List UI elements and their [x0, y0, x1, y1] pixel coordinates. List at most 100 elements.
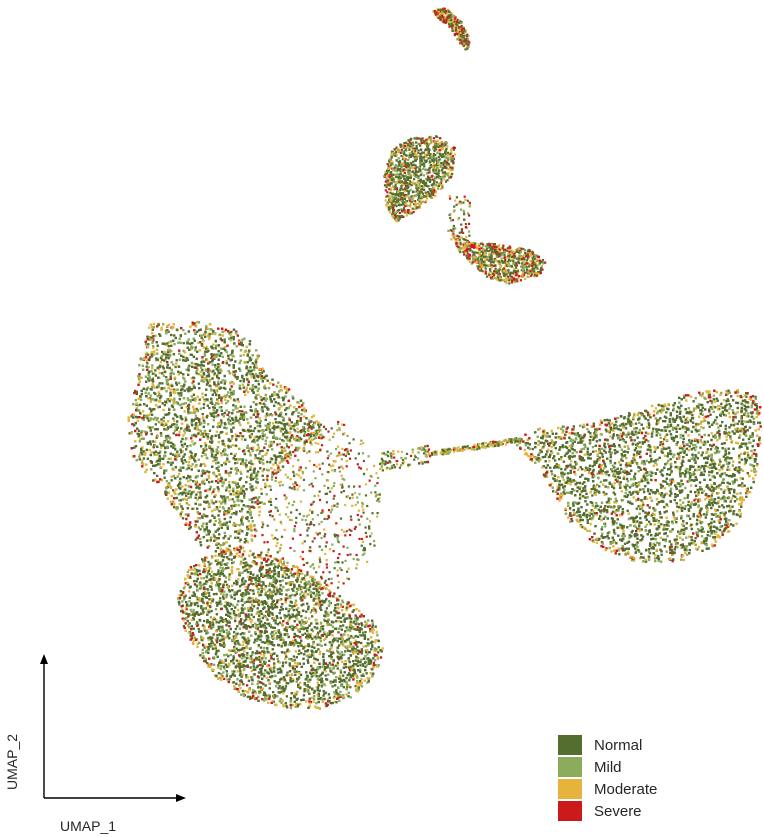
scatter-point	[424, 160, 428, 164]
scatter-point	[456, 234, 459, 237]
scatter-point	[474, 260, 477, 263]
scatter-point	[485, 258, 488, 261]
scatter-point	[389, 204, 392, 207]
scatter-point	[514, 280, 517, 283]
scatter-point	[408, 148, 411, 151]
scatter-point	[508, 279, 511, 282]
scatter-point	[415, 194, 418, 197]
scatter-point	[511, 258, 514, 261]
scatter-point	[407, 209, 410, 212]
scatter-point	[419, 162, 422, 165]
scatter-point	[390, 160, 393, 163]
scatter-point	[431, 156, 434, 160]
scatter-point	[458, 26, 461, 29]
scatter-point	[402, 146, 405, 149]
scatter-point	[411, 164, 414, 167]
scatter-point	[433, 176, 436, 179]
scatter-point	[509, 259, 512, 262]
scatter-point	[523, 261, 526, 264]
scatter-point	[427, 175, 430, 178]
scatter-point	[482, 265, 485, 268]
scatter-point	[421, 180, 425, 183]
scatter-point	[474, 244, 477, 248]
scatter-point	[434, 13, 437, 16]
scatter-point	[459, 20, 462, 23]
scatter-point	[507, 269, 510, 272]
scatter-point	[489, 269, 492, 272]
scatter-point	[423, 139, 427, 143]
scatter-point	[423, 141, 426, 144]
scatter-point	[459, 31, 462, 35]
scatter-point	[398, 215, 402, 218]
scatter-point	[388, 208, 391, 211]
scatter-point	[442, 10, 445, 13]
scatter-point	[508, 249, 511, 252]
scatter-point	[428, 171, 431, 174]
scatter-point	[422, 156, 425, 159]
scatter-point	[468, 242, 471, 246]
scatter-point	[439, 181, 443, 184]
scatter-point	[397, 219, 400, 222]
scatter-point	[514, 255, 517, 258]
scatter-point	[404, 200, 407, 203]
scatter-point	[508, 251, 511, 254]
scatter-point	[413, 208, 416, 211]
scatter-point	[432, 182, 435, 185]
scatter-point	[450, 147, 453, 150]
scatter-point	[391, 194, 394, 197]
scatter-point	[526, 250, 529, 253]
scatter-point	[499, 276, 502, 279]
scatter-point	[425, 199, 428, 202]
scatter-point	[463, 43, 466, 46]
scatter-point	[457, 34, 460, 37]
scatter-point	[398, 163, 401, 166]
scatter-point	[498, 250, 501, 253]
scatter-point	[521, 269, 525, 272]
scatter-point	[535, 274, 539, 277]
scatter-point	[483, 249, 486, 252]
scatter-point	[412, 152, 415, 155]
scatter-point	[513, 267, 516, 270]
scatter-point	[414, 157, 418, 160]
scatter-point	[432, 169, 435, 172]
scatter-point	[424, 195, 427, 198]
scatter-point	[444, 148, 447, 152]
scatter-point	[491, 271, 494, 274]
scatter-point	[409, 154, 412, 157]
scatter-point	[469, 248, 472, 251]
scatter-point	[539, 259, 542, 262]
scatter-point	[404, 184, 408, 187]
scatter-point	[399, 176, 402, 179]
scatter-point	[399, 170, 402, 173]
scatter-point	[472, 254, 475, 257]
scatter-point	[383, 175, 386, 178]
scatter-point	[520, 255, 523, 258]
scatter-point	[507, 253, 510, 256]
scatter-point	[409, 145, 412, 148]
scatter-point	[394, 197, 397, 200]
scatter-point	[392, 173, 395, 176]
scatter-point	[399, 197, 402, 200]
scatter-point	[467, 244, 470, 247]
scatter-point	[458, 21, 461, 24]
scatter-point	[405, 165, 408, 168]
scatter-point	[401, 200, 404, 203]
scatter-point	[414, 147, 417, 150]
scatter-point	[524, 277, 527, 281]
scatter-point	[409, 176, 413, 179]
scatter-point	[418, 168, 421, 171]
scatter-point	[524, 271, 527, 274]
scatter-point	[420, 174, 423, 177]
scatter-point	[505, 282, 508, 285]
scatter-point	[394, 195, 397, 199]
scatter-point	[485, 255, 488, 258]
scatter-point	[394, 154, 397, 158]
scatter-point	[396, 199, 399, 202]
scatter-point	[450, 22, 454, 25]
scatter-points	[127, 7, 762, 710]
scatter-point	[442, 14, 445, 17]
scatter-point	[424, 201, 427, 204]
scatter-point	[441, 171, 444, 174]
scatter-point	[451, 29, 454, 32]
scatter-point	[396, 193, 400, 196]
